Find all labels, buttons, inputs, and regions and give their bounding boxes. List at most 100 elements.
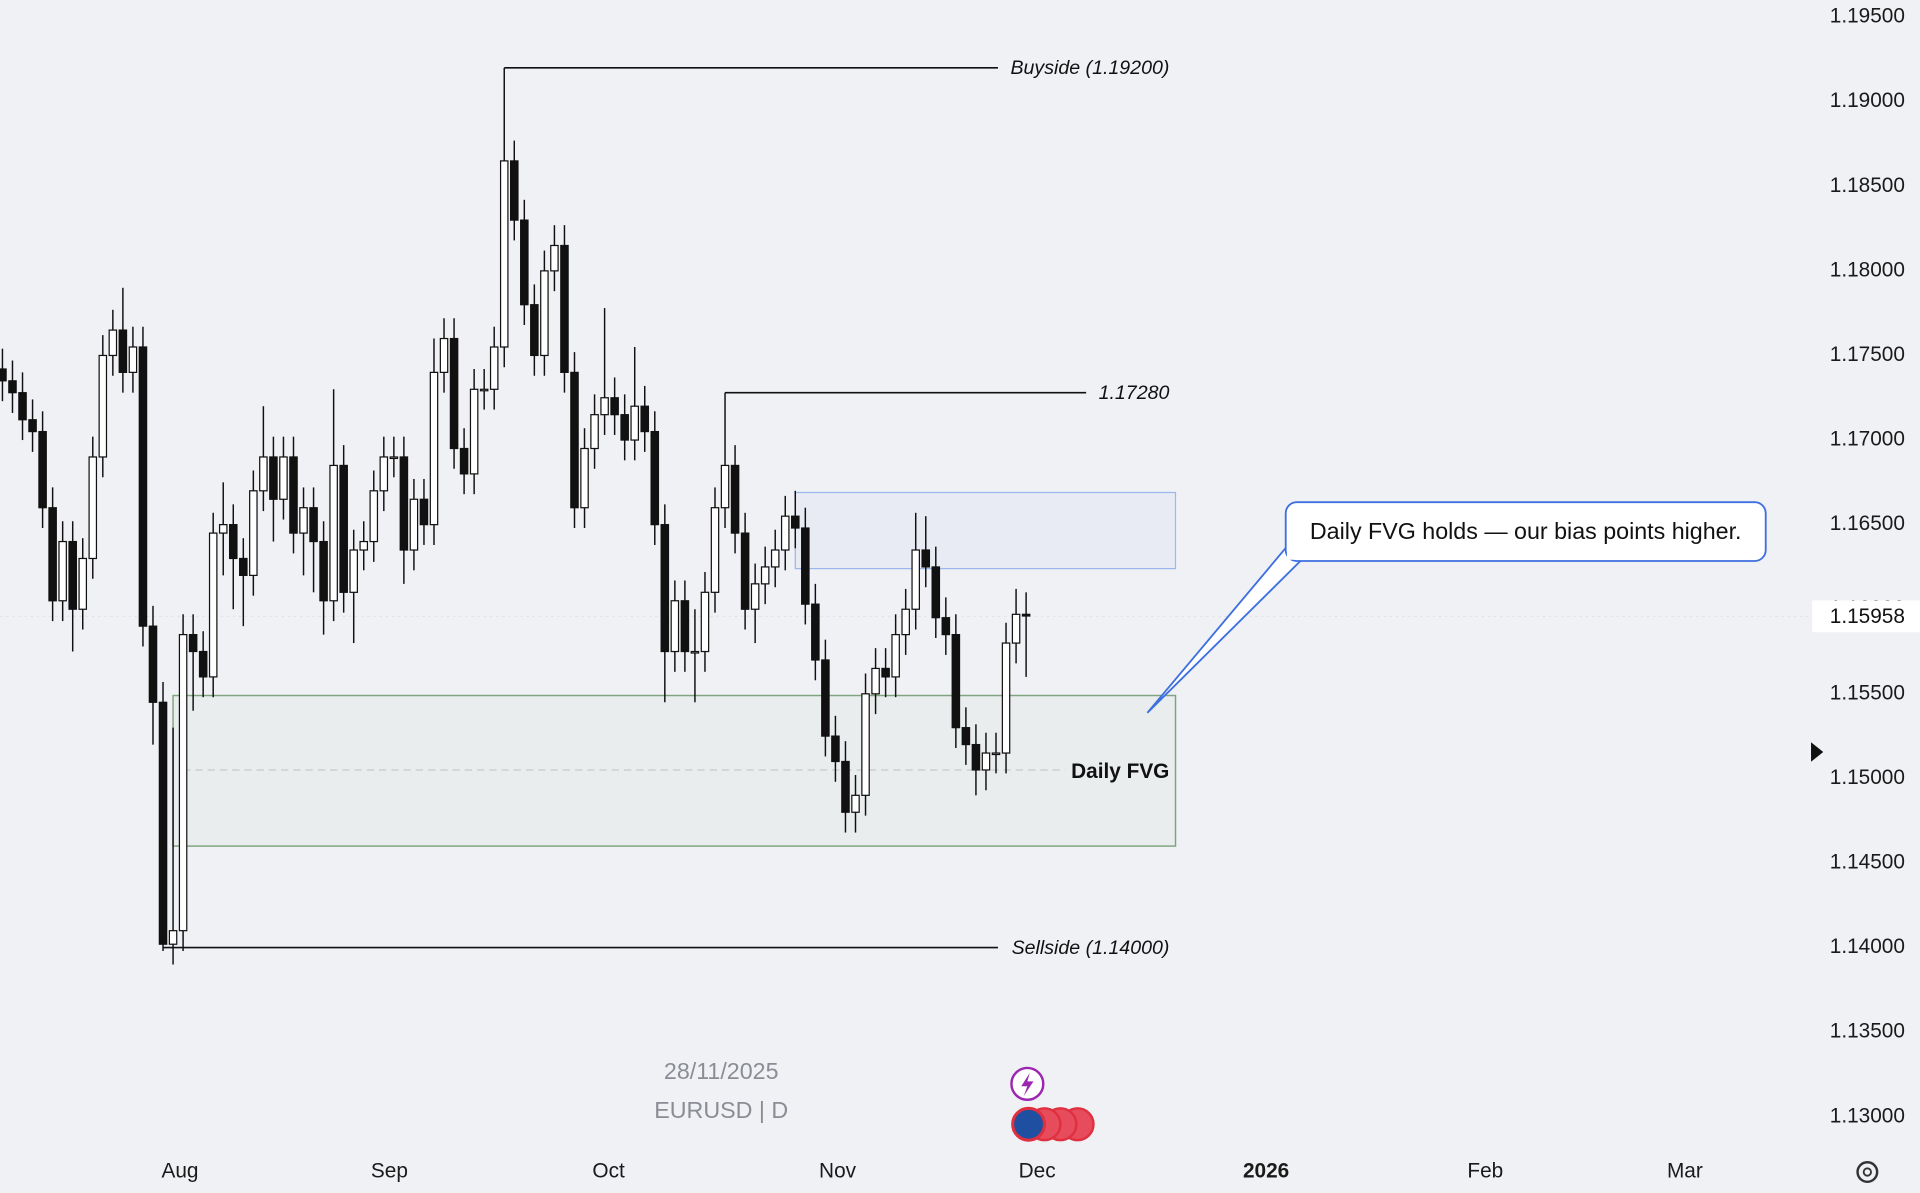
supply-zone — [794, 491, 1177, 570]
candle-body — [530, 304, 539, 357]
candle-body — [710, 507, 720, 593]
candle-body — [369, 490, 379, 543]
candle-body — [600, 397, 609, 416]
candle-body — [550, 244, 559, 272]
candle-body — [118, 329, 128, 373]
icon[interactable] — [1862, 1167, 1872, 1177]
candle-body — [791, 515, 800, 529]
candle-body — [148, 625, 158, 703]
y-tick-label: 1.15000 — [1830, 766, 1905, 789]
candle-body — [881, 667, 890, 678]
settings-icon[interactable] — [1856, 1160, 1879, 1184]
candle-body — [740, 532, 750, 610]
candle-body — [590, 414, 599, 450]
candle-body — [409, 498, 419, 551]
candle-body — [640, 405, 650, 433]
candle-body — [429, 371, 439, 526]
candle-body — [560, 244, 569, 373]
candle-body — [670, 600, 680, 653]
candle-body — [78, 557, 88, 610]
callout-text: Daily FVG holds — our bias points higher… — [1310, 518, 1742, 544]
candle-body — [469, 388, 479, 475]
candle-body — [891, 633, 900, 678]
candle-body — [620, 414, 629, 441]
candle-body — [700, 591, 710, 653]
scroll-arrow[interactable] — [1811, 742, 1824, 762]
plot: Daily FVG Buyside (1.19200) 1.17280 Sellsid… — [0, 5, 1920, 1183]
candle-body — [218, 524, 228, 534]
candle-body — [489, 346, 499, 390]
candle-body — [690, 650, 700, 654]
date-label: 28/11/2025 — [664, 1058, 779, 1084]
y-tick-label: 1.18000 — [1830, 258, 1905, 281]
candle-body — [570, 371, 579, 509]
y-tick-label: 1.13000 — [1830, 1104, 1905, 1127]
candle-body — [188, 633, 198, 653]
x-tick-label: Nov — [819, 1160, 857, 1183]
candle-body — [1011, 613, 1021, 644]
candle-body — [208, 532, 218, 678]
icon — [1011, 1106, 1047, 1142]
x-tick-label: Sep — [371, 1160, 408, 1183]
candle-body — [309, 507, 318, 543]
candle-body — [158, 701, 168, 945]
candle-body — [630, 405, 639, 441]
candle-body — [249, 490, 258, 577]
candle-body — [299, 507, 308, 534]
candle-body — [329, 464, 338, 602]
candle-body — [479, 388, 489, 392]
candle-body — [449, 337, 459, 450]
candle-body — [951, 633, 961, 729]
y-tick-label: 1.19000 — [1830, 89, 1905, 112]
candle-body — [580, 447, 589, 509]
candle-body — [359, 540, 369, 551]
candle-body — [349, 549, 358, 593]
candle-body — [319, 540, 328, 602]
candle-body — [750, 583, 760, 610]
last-price-label: 1.15958 — [1830, 605, 1905, 628]
candle-body — [239, 557, 248, 577]
candle-body — [509, 160, 519, 221]
candle-body — [991, 752, 1001, 756]
x-tick-label: 2026 — [1243, 1160, 1289, 1183]
candle-body — [981, 752, 991, 771]
last-price-box — [1812, 600, 1920, 633]
candle-body — [138, 346, 148, 627]
candle-body — [821, 659, 830, 737]
candle-body — [660, 524, 670, 653]
candle-body — [128, 346, 138, 373]
candle-body — [8, 380, 17, 394]
x-tick-label: Oct — [592, 1160, 625, 1183]
y-tick-label: 1.17500 — [1830, 343, 1905, 366]
candle-body — [921, 549, 931, 568]
candle-body — [289, 456, 298, 534]
candle-body — [419, 498, 429, 526]
candle-body — [58, 540, 67, 602]
candle-body — [801, 527, 810, 605]
candle-body — [831, 735, 840, 763]
callout-mask — [1286, 543, 1305, 560]
y-tick-label: 1.15500 — [1830, 681, 1905, 704]
candle-body — [198, 650, 208, 678]
event-icons — [1010, 1066, 1095, 1142]
candle-body — [811, 603, 820, 661]
y-tick-label: 1.17000 — [1830, 428, 1905, 451]
candle-body — [68, 540, 77, 610]
candle-body — [911, 549, 921, 610]
candle-body — [841, 760, 850, 813]
icon[interactable] — [1856, 1160, 1879, 1184]
candle-body — [720, 464, 730, 509]
candle-body — [168, 930, 178, 945]
candle-body — [48, 507, 57, 602]
candle-body — [520, 219, 529, 306]
candle-body — [941, 617, 951, 636]
candle-body — [38, 430, 47, 509]
candle-body — [399, 456, 409, 551]
candle-body — [459, 447, 469, 475]
candle-body — [770, 549, 780, 568]
candle-body — [228, 524, 238, 560]
candle-body — [18, 392, 27, 421]
candle-body — [379, 456, 389, 492]
